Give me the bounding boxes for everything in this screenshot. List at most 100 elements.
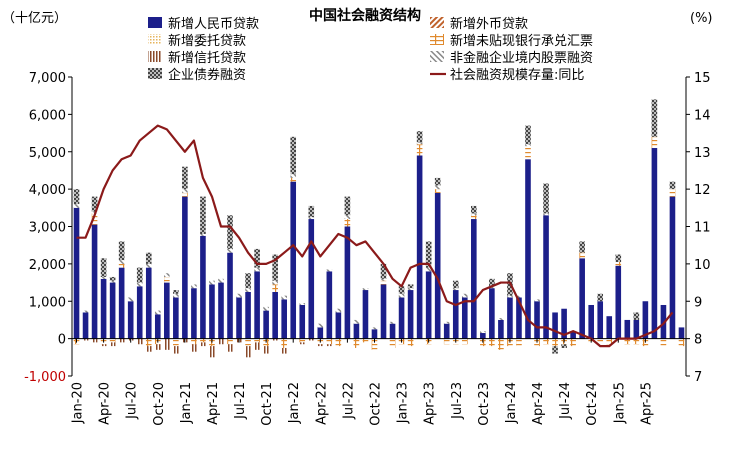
bar-segment <box>218 278 224 283</box>
bar-segment <box>100 276 107 279</box>
bar-segment <box>425 271 432 339</box>
bar-series <box>72 99 686 358</box>
bar-segment <box>380 280 387 285</box>
bar-segment <box>416 131 423 143</box>
bar-segment <box>380 284 387 339</box>
legend-swatch <box>430 51 444 62</box>
bar-segment <box>398 293 405 298</box>
x-axis: Jan-20 Apr-20 Jul-20 Oct-20 Jan-21 Apr-21 Jul-… <box>71 338 654 426</box>
x-tick-label: Jul-20 <box>125 382 140 420</box>
bar-segment <box>82 310 89 313</box>
left-tick-label: 3,000 <box>29 221 66 236</box>
bar-segment <box>452 280 459 289</box>
bar-segment <box>669 181 676 190</box>
bar-segment <box>443 321 450 324</box>
bar-segment <box>579 258 585 339</box>
bar-segment <box>245 273 251 289</box>
bar-segment <box>308 219 315 339</box>
chart-title: 中国社会融资结构 <box>309 7 421 24</box>
bar-segment <box>109 338 116 343</box>
x-tick-label: Apr-23 <box>423 382 438 425</box>
bar-segment <box>209 346 215 358</box>
legend-swatch <box>148 68 162 79</box>
legend-swatch <box>148 34 162 45</box>
bar-segment <box>353 323 360 339</box>
bar-segment <box>317 344 324 347</box>
bar-segment <box>552 312 558 339</box>
legend-swatch <box>148 17 162 28</box>
bar-segment <box>398 286 405 294</box>
bar-segment <box>471 215 477 220</box>
bar-segment <box>669 189 676 197</box>
bar-segment <box>254 342 260 350</box>
bar-segment <box>669 196 676 339</box>
bar-segment <box>615 265 622 339</box>
bar-segment <box>317 327 324 339</box>
bar-segment <box>326 269 333 272</box>
bar-segment <box>308 217 315 220</box>
left-tick-label: 4,000 <box>29 183 66 198</box>
bar-segment <box>118 260 125 264</box>
bar-segment <box>452 288 459 291</box>
bar-segment <box>91 213 98 225</box>
bar-segment <box>579 241 585 253</box>
bar-segment <box>407 284 414 289</box>
bar-segment <box>633 338 640 345</box>
bar-segment <box>489 338 495 347</box>
bar-segment <box>164 338 170 350</box>
x-tick-label: Oct-22 <box>369 382 384 426</box>
bar-segment <box>200 196 206 234</box>
bar-segment <box>254 267 260 272</box>
legend-label: 社会融资规模存量:同比 <box>450 67 584 83</box>
bar-segment <box>362 338 369 343</box>
bar-segment <box>525 125 531 145</box>
bar-segment <box>380 278 387 281</box>
x-tick-label: Jan-24 <box>504 382 519 424</box>
bar-segment <box>597 293 604 302</box>
legend-label: 新增未贴现银行承兑汇票 <box>450 33 593 49</box>
bar-segment <box>173 293 179 298</box>
bar-segment <box>362 288 369 291</box>
bar-segment <box>480 333 486 339</box>
bar-segment <box>145 252 152 264</box>
bar-segment <box>263 310 269 339</box>
x-tick-label: Oct-24 <box>585 382 600 426</box>
bar-segment <box>552 346 558 354</box>
legend-label: 非金融企业境内股票融资 <box>450 50 593 66</box>
bar-segment <box>182 196 188 339</box>
x-tick-label: Jul-22 <box>341 382 356 420</box>
bar-segment <box>615 262 622 266</box>
x-tick-label: Oct-21 <box>260 382 275 426</box>
bar-segment <box>109 276 116 281</box>
bar-segment <box>281 347 287 354</box>
bar-segment <box>245 291 251 339</box>
left-tick-label: 5,000 <box>29 146 66 161</box>
bar-segment <box>73 207 80 339</box>
bar-segment <box>118 263 125 268</box>
bar-segment <box>498 318 504 320</box>
bar-segment <box>407 290 414 339</box>
right-tick-label: 7 <box>694 370 702 385</box>
bar-segment <box>145 338 152 347</box>
bar-segment <box>344 226 351 339</box>
bar-segment <box>353 338 360 348</box>
bar-segment <box>236 293 242 298</box>
legend-swatch <box>430 17 444 28</box>
bar-segment <box>227 215 233 249</box>
bar-segment <box>263 306 269 311</box>
bar-segment <box>516 297 522 339</box>
legend-label: 新增信托贷款 <box>168 50 246 66</box>
bar-segment <box>344 215 351 220</box>
bar-segment <box>136 338 143 345</box>
bar-segment <box>109 282 116 339</box>
bar-segment <box>173 297 179 339</box>
bar-segment <box>218 338 224 345</box>
bar-segment <box>434 192 441 339</box>
bar-segment <box>615 254 622 263</box>
bar-segment <box>471 205 477 214</box>
line-path <box>76 124 674 348</box>
bar-segment <box>344 196 351 216</box>
right-axis-unit: (%) <box>690 11 713 26</box>
bar-segment <box>461 297 468 339</box>
